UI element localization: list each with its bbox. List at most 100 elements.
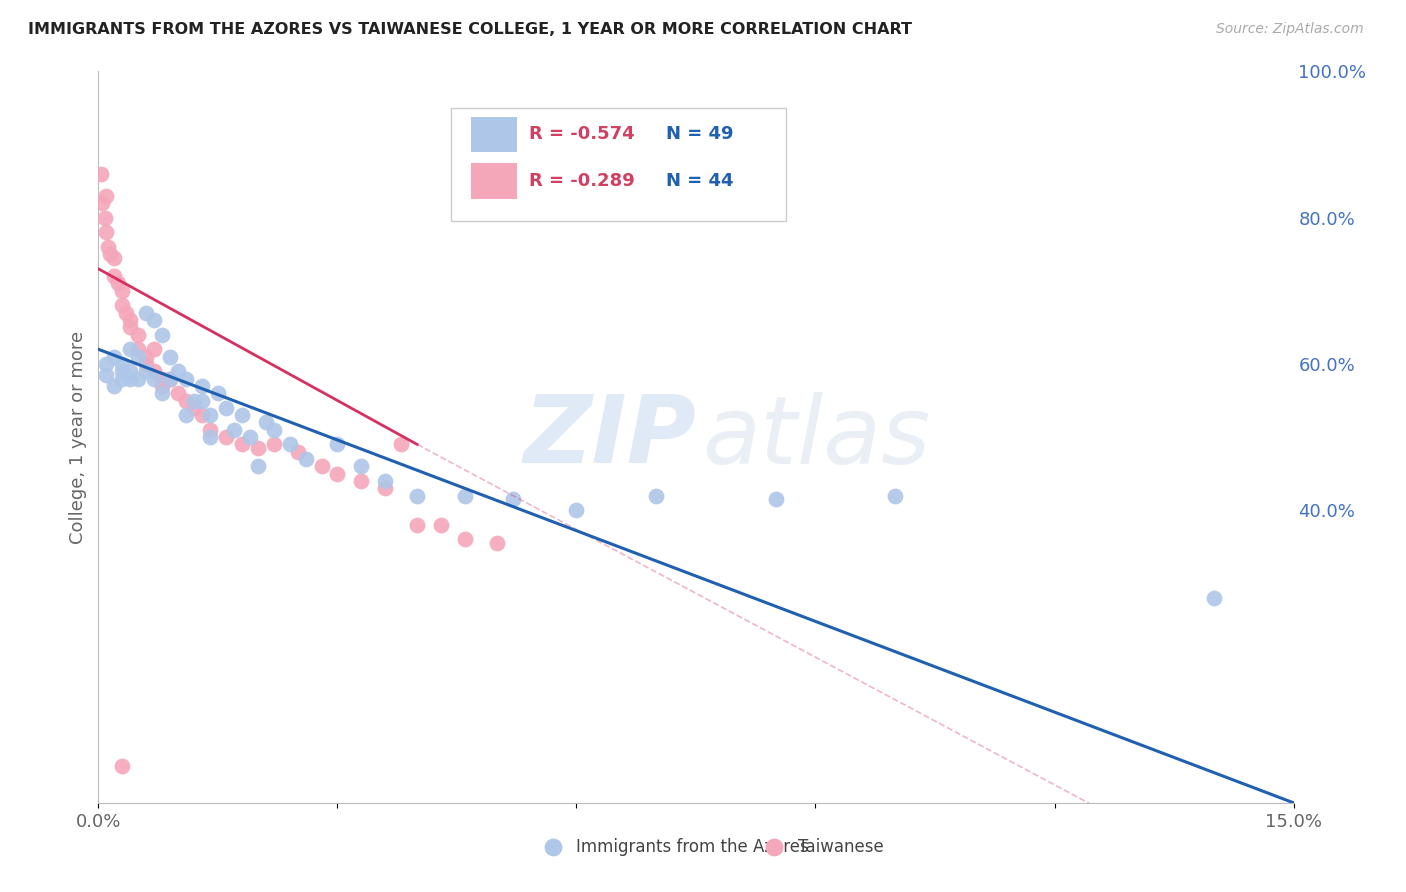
Point [111,298,134,312]
FancyBboxPatch shape [471,163,517,199]
Point [1202,591,1225,605]
Point [135,357,157,371]
Text: ZIP: ZIP [523,391,696,483]
Point [96,225,118,239]
Point [174,371,197,385]
Text: N = 49: N = 49 [666,126,734,144]
Point [143,364,166,378]
Point [430,517,453,532]
Point [191,379,214,393]
Point [198,408,221,422]
Point [215,401,238,415]
Point [183,393,205,408]
Point [91,196,114,211]
Point [103,269,125,284]
Point [884,489,907,503]
Point [231,437,253,451]
Point [246,441,269,455]
Point [96,368,118,382]
Point [502,492,524,507]
Point [120,371,142,385]
Point [107,277,129,291]
Point [120,313,142,327]
Point [90,167,112,181]
Point [94,211,117,225]
Point [115,306,138,320]
Point [485,536,508,550]
Point [374,474,396,488]
Point [143,313,166,327]
Point [97,240,120,254]
Point [406,517,429,532]
Point [150,371,173,385]
Point [231,408,253,422]
Point [263,437,285,451]
Point [143,343,166,357]
Y-axis label: College, 1 year or more: College, 1 year or more [69,331,87,543]
Point [167,386,190,401]
Text: IMMIGRANTS FROM THE AZORES VS TAIWANESE COLLEGE, 1 YEAR OR MORE CORRELATION CHAR: IMMIGRANTS FROM THE AZORES VS TAIWANESE … [28,22,912,37]
Text: Immigrants from the Azores: Immigrants from the Azores [576,838,810,855]
Point [111,371,134,385]
Text: R = -0.289: R = -0.289 [529,172,634,190]
Point [350,459,373,474]
Point [287,444,309,458]
Text: R = -0.574: R = -0.574 [529,126,634,144]
Text: Source: ZipAtlas.com: Source: ZipAtlas.com [1216,22,1364,37]
Point [167,364,190,378]
Text: N = 44: N = 44 [666,172,734,190]
FancyBboxPatch shape [471,117,517,152]
Point [239,430,262,444]
Point [326,437,349,451]
FancyBboxPatch shape [451,108,786,221]
Point [278,437,301,451]
Point [246,459,269,474]
Point [311,459,333,474]
Point [135,350,157,364]
Point [103,251,125,265]
Point [127,371,149,385]
Point [222,423,245,437]
Point [183,401,205,415]
Point [135,364,157,378]
Point [150,379,173,393]
Point [150,386,173,401]
Point [103,350,125,364]
Point [207,386,229,401]
Text: atlas: atlas [702,392,931,483]
Point [120,343,142,357]
Point [111,357,134,371]
Point [135,306,157,320]
Point [98,247,122,261]
Point [159,371,181,385]
Point [120,320,142,334]
Point [374,481,396,495]
Point [127,327,149,342]
Point [103,379,125,393]
Point [263,423,285,437]
Point [198,430,221,444]
Point [191,393,214,408]
Point [159,371,181,385]
Point [143,371,166,385]
Point [198,423,221,437]
Point [111,364,134,378]
Point [111,759,134,773]
Point [127,350,149,364]
Point [389,437,412,451]
Point [645,489,668,503]
Point [111,284,134,298]
Point [174,408,197,422]
Point [350,474,373,488]
Point [191,408,214,422]
Point [159,350,181,364]
Point [120,364,142,378]
Point [96,188,118,202]
Point [150,327,173,342]
Point [765,492,787,507]
Point [454,533,477,547]
Point [127,343,149,357]
Point [565,503,588,517]
Point [326,467,349,481]
Point [96,357,118,371]
